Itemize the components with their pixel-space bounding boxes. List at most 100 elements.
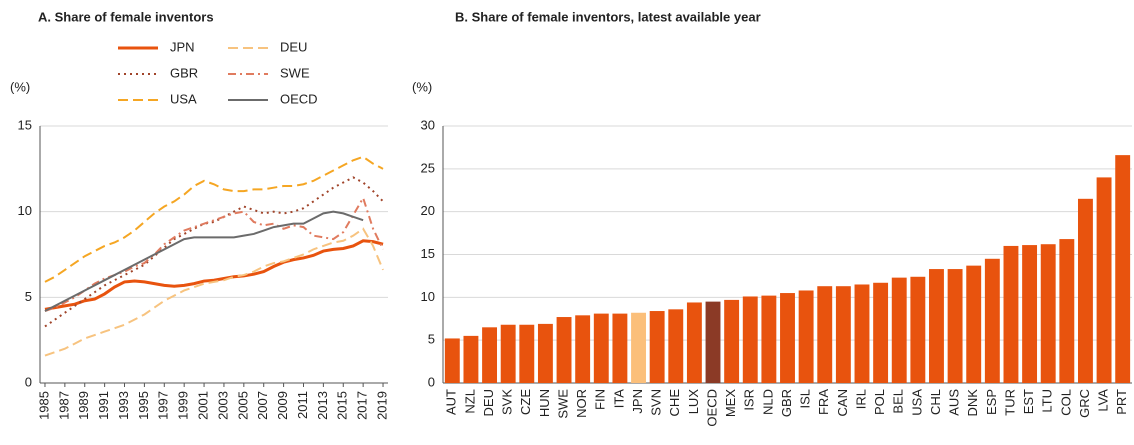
x-tick-label: ESP [984,389,999,415]
x-tick-label: FRA [816,389,831,415]
series-line [44,176,384,328]
x-tick-label: 2011 [295,391,310,419]
bar [1003,245,1019,383]
y-tick-label: 15 [18,117,32,132]
x-tick-label: DNK [965,389,980,417]
x-tick-label: 2007 [255,391,270,420]
bar [835,286,851,383]
x-tick-label: 2003 [215,391,230,420]
x-tick-label: DEU [481,389,496,416]
bar [612,313,628,383]
x-tick-label: GRC [1077,389,1092,418]
x-tick-label: 1989 [76,391,91,420]
bar [817,286,833,383]
y-tick-label: 10 [18,203,32,218]
x-tick-label: CAN [835,389,850,416]
bar [537,323,553,383]
y-tick-label: 5 [428,332,435,347]
bar [724,299,740,383]
bar [929,269,944,383]
x-tick-label: POL [872,389,887,415]
bar [575,315,591,383]
bar [519,324,535,383]
legend-label: SWE [280,65,310,80]
y-tick-label: 25 [421,160,435,175]
bar [1115,155,1131,383]
y-axis-label: (%) [10,79,30,94]
bar [463,335,479,383]
bar [984,258,1000,383]
series-line [44,155,384,283]
x-tick-label: NOR [574,389,589,418]
bar [705,301,721,383]
legend-label: OECD [280,91,318,106]
x-tick-label: ITA [611,389,626,409]
x-tick-label: EST [1021,389,1036,414]
series-line [44,239,384,311]
x-tick-label: COL [1058,389,1073,416]
x-tick-label: ISL [798,389,813,409]
x-tick-label: OECD [704,389,719,427]
y-tick-label: 0 [428,374,435,389]
x-tick-label: TUR [1002,389,1017,416]
legend-label: DEU [280,39,307,54]
x-tick-label: SVN [649,389,664,416]
x-tick-label: LTU [1040,389,1055,413]
x-tick-label: CHL [928,389,943,415]
bar [966,265,982,383]
x-tick-label: 1991 [96,391,111,420]
x-tick-label: CHE [667,389,682,417]
x-tick-label: MEX [723,389,738,418]
bar [1059,239,1075,383]
x-tick-label: 2019 [374,391,389,420]
x-tick-label: ISR [742,389,757,411]
x-tick-label: SVK [500,389,515,415]
chart-title: A. Share of female inventors [38,9,214,24]
x-tick-label: 1985 [36,391,51,420]
x-tick-label: 2005 [235,391,250,420]
y-tick-label: 20 [421,203,435,218]
bar [1040,244,1056,383]
x-tick-label: 1993 [116,391,131,420]
bar [668,309,684,383]
bar [910,276,926,383]
x-tick-label: LVA [1096,389,1111,412]
x-tick-label: 1999 [176,391,191,420]
bar [780,293,795,383]
bar [649,311,665,383]
x-tick-label: 2015 [335,391,350,420]
x-tick-label: BEL [891,389,906,414]
x-tick-label: 2013 [315,391,330,420]
bar [556,317,572,383]
y-tick-label: 30 [421,117,435,132]
bar [891,277,907,383]
chart-title: B. Share of female inventors, latest ava… [455,9,761,24]
bar [1022,245,1038,383]
x-tick-label: PRT [1114,389,1129,415]
x-tick-label: HUN [537,389,552,417]
legend-label: JPN [170,39,195,54]
bar [593,313,609,383]
bar [1096,177,1112,383]
y-tick-label: 15 [421,246,435,261]
series-line [44,227,384,357]
legend-label: GBR [170,65,198,80]
x-tick-label: AUT [444,389,459,415]
x-tick-label: 2017 [355,391,370,420]
x-tick-label: NZL [462,389,477,414]
y-tick-label: 0 [25,374,32,389]
x-tick-label: USA [909,389,924,416]
x-tick-label: 2009 [275,391,290,420]
bar [631,312,646,383]
x-tick-label: NLD [760,389,775,415]
series-line [44,195,384,312]
x-tick-label: GBR [779,389,794,417]
x-tick-label: 1995 [136,391,151,420]
y-tick-label: 5 [25,289,32,304]
bar [1077,198,1093,383]
x-tick-label: CZE [518,389,533,415]
bar [742,296,758,383]
bar [761,295,777,383]
bar [873,282,889,383]
